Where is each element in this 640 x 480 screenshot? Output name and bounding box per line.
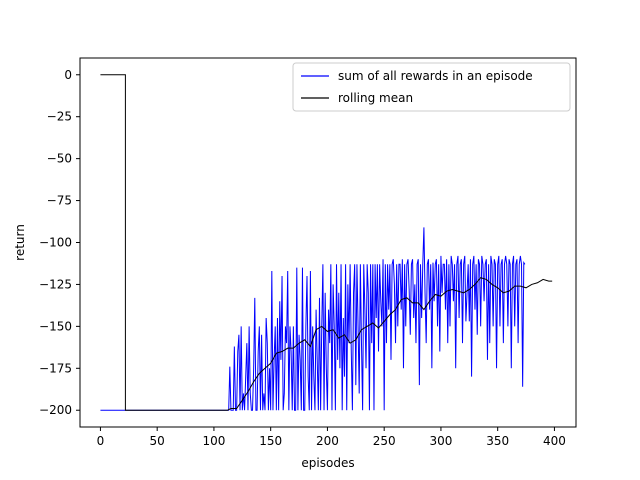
y-tick-label: −150	[39, 319, 72, 333]
x-tick-label: 250	[373, 434, 396, 448]
x-tick-label: 0	[97, 434, 105, 448]
x-tick-label: 150	[259, 434, 282, 448]
legend-entry-rewards: sum of all rewards in an episode	[338, 69, 533, 83]
y-tick-label: −125	[39, 277, 72, 291]
x-tick-label: 200	[316, 434, 339, 448]
y-tick-label: −100	[39, 236, 72, 250]
legend-entry-rolling-mean: rolling mean	[338, 91, 413, 105]
y-tick-label: −75	[47, 194, 72, 208]
y-tick-label: −200	[39, 403, 72, 417]
rolling-mean-series-line	[100, 74, 553, 411]
series-layer	[100, 74, 553, 411]
x-axis-label: episodes	[301, 456, 354, 470]
y-tick-label: −25	[47, 110, 72, 124]
y-tick-label: 0	[64, 68, 72, 82]
legend: sum of all rewards in an episode rolling…	[292, 62, 571, 112]
x-axis: 0 50 100 150 200 250 300 350 400	[97, 427, 566, 448]
x-tick-label: 400	[543, 434, 566, 448]
y-axis: 0 −25 −50 −75 −100 −125 −150 −175 −200	[39, 68, 80, 417]
y-axis-label: return	[13, 224, 27, 261]
x-tick-label: 350	[486, 434, 509, 448]
x-tick-label: 100	[202, 434, 225, 448]
x-tick-label: 50	[150, 434, 165, 448]
y-tick-label: −50	[47, 152, 72, 166]
y-tick-label: −175	[39, 361, 72, 375]
plot-area: 0 50 100 150 200 250 300 350 400 0 −25 −50 −75 −100 −…	[39, 57, 577, 448]
legend-frame	[292, 62, 571, 112]
rewards-series-line	[100, 227, 526, 411]
x-tick-label: 300	[429, 434, 452, 448]
